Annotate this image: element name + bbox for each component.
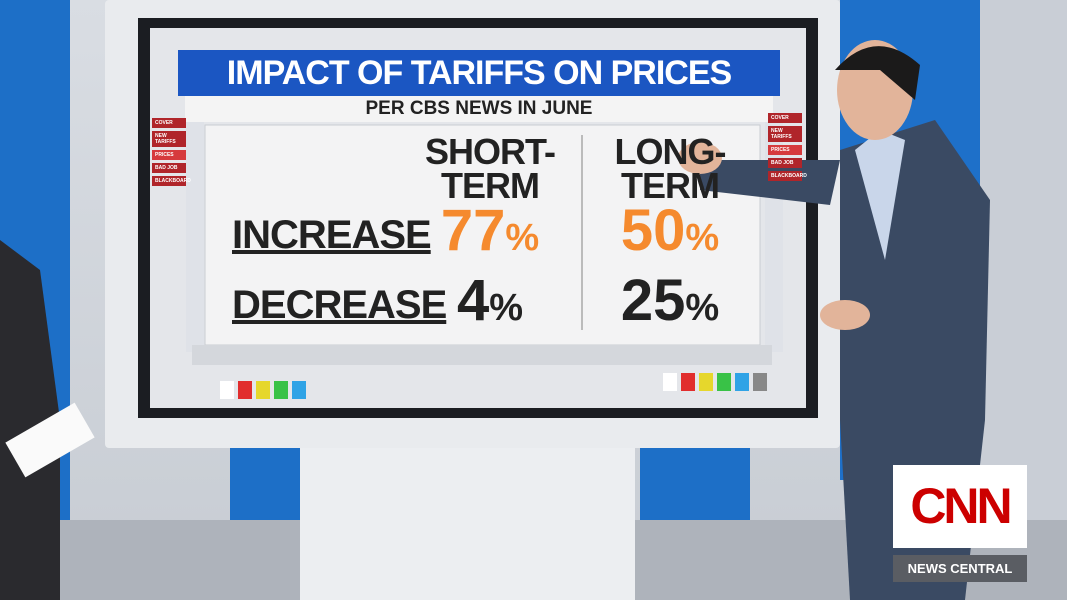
value-number: 25 (620, 268, 686, 333)
value-unit: % (489, 287, 524, 329)
value-unit: % (685, 217, 720, 259)
side-menu: COVER NEW TARIFFS PRICES BAD JOB BLACKBOARD (152, 118, 191, 186)
menu-item: BLACKBOARD (768, 171, 807, 181)
show-name: NEWS CENTRAL (893, 555, 1027, 582)
value-unit: % (685, 287, 720, 329)
row-label: INCREASE (232, 213, 432, 257)
menu-item: NEW TARIFFS (768, 126, 802, 142)
title: IMPACT OF TARIFFS ON PRICES (226, 54, 732, 92)
side-menu: COVER NEW TARIFFS PRICES BAD JOB BLACKBOARD (768, 113, 807, 181)
cell-value: 50% (580, 197, 760, 264)
cell-value: 25% (580, 267, 760, 334)
menu-item: PRICES (768, 145, 802, 155)
row-label: DECREASE (232, 283, 447, 327)
menu-item: BAD JOB (768, 158, 802, 168)
value-number: 50 (620, 198, 686, 263)
cell-value: 77% (400, 197, 580, 264)
cell-value: 4% (400, 267, 580, 334)
network-logo: CNN (893, 465, 1027, 548)
header-line: TERM (441, 165, 540, 206)
menu-item: BAD JOB (152, 163, 186, 173)
subtitle: PER CBS NEWS IN JUNE (365, 98, 593, 119)
value-unit: % (505, 217, 540, 259)
column-header: SHORT- TERM (405, 131, 575, 206)
menu-item: PRICES (152, 150, 186, 160)
menu-item: NEW TARIFFS (152, 131, 186, 147)
menu-item: BLACKBOARD (152, 176, 191, 186)
header-line: LONG- (614, 131, 727, 172)
column-header: LONG- TERM (585, 131, 755, 206)
header-line: SHORT- (424, 131, 556, 172)
value-number: 77 (440, 198, 506, 263)
menu-item: COVER (152, 118, 186, 128)
menu-item: COVER (768, 113, 802, 123)
value-number: 4 (456, 268, 490, 333)
header-line: TERM (621, 165, 720, 206)
